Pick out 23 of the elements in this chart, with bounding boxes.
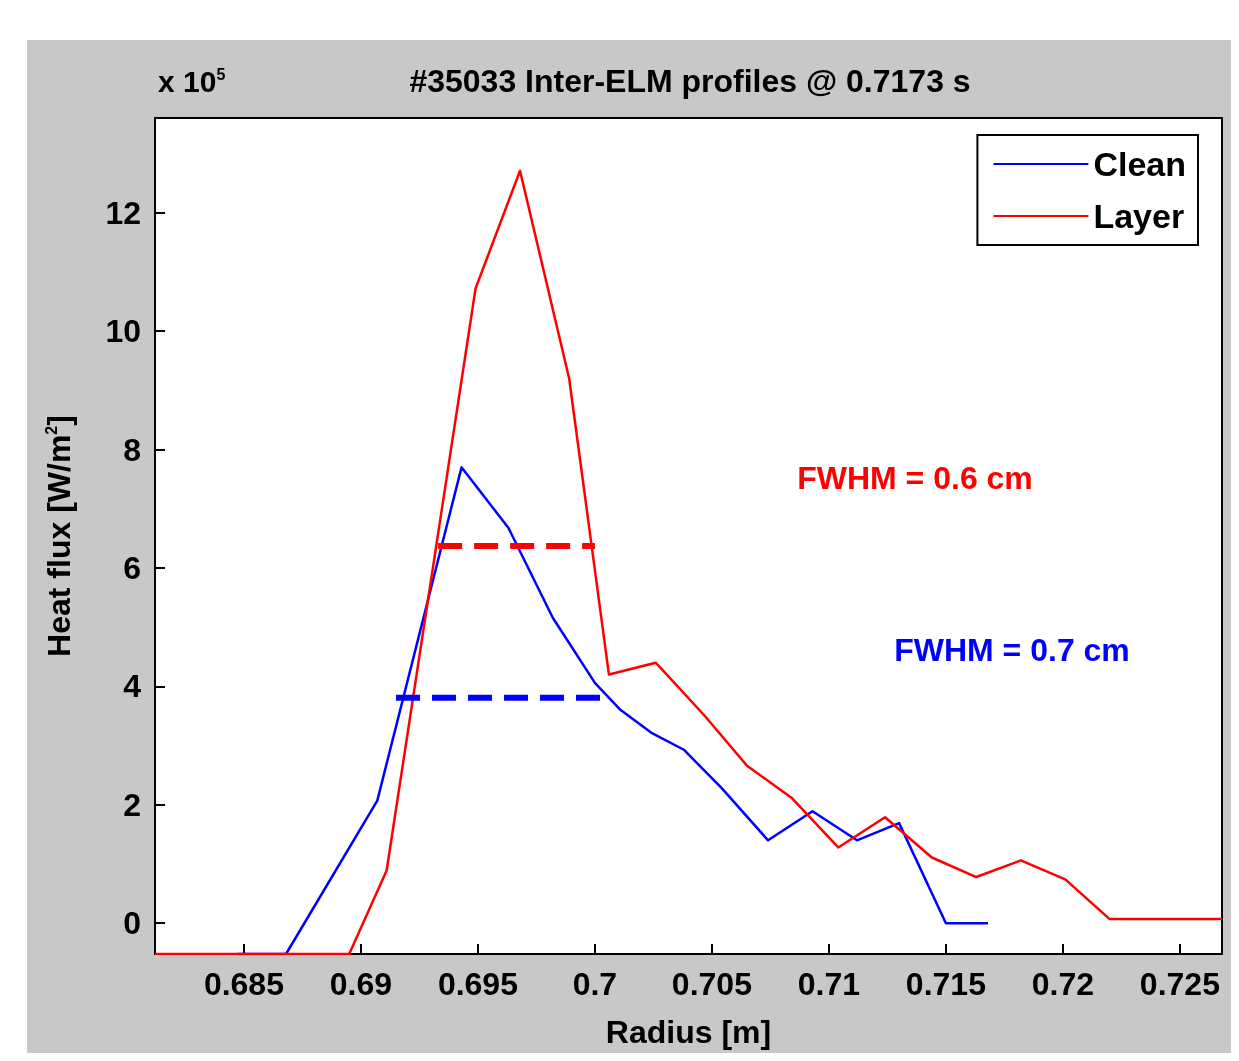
y-tick-label: 10 — [105, 313, 141, 350]
annotation: FWHM = 0.6 cm — [797, 460, 1033, 496]
x-tick-label: 0.695 — [437, 966, 518, 1002]
x-tick-label: 0.725 — [1139, 966, 1220, 1002]
legend-label: Layer — [1093, 197, 1185, 235]
y-tick-label: 0 — [123, 905, 141, 942]
y-tick-label: 4 — [123, 668, 142, 705]
x-tick-label: 0.685 — [203, 966, 284, 1002]
y-tick-label: 6 — [123, 549, 141, 586]
x-tick-label: 0.7 — [572, 966, 618, 1002]
annotation: FWHM = 0.7 cm — [894, 632, 1130, 668]
legend-label: Clean — [1093, 145, 1187, 183]
y-tick-label: 8 — [123, 431, 141, 468]
x-tick-label: 0.715 — [905, 966, 986, 1002]
x-tick-label: 0.72 — [1031, 966, 1095, 1002]
x-tick-label: 0.69 — [329, 966, 393, 1002]
chart-title: #35033 Inter-ELM profiles @ 0.7173 s — [409, 63, 971, 99]
y-axis-title: Heat flux [W/m2] — [41, 415, 77, 657]
y-tick-label: 12 — [105, 194, 141, 231]
y-tick-label: 2 — [123, 786, 141, 823]
x-tick-label: 0.705 — [671, 966, 752, 1002]
x-tick-label: 0.71 — [797, 966, 861, 1002]
x-axis-title: Radius [m] — [605, 1014, 772, 1050]
